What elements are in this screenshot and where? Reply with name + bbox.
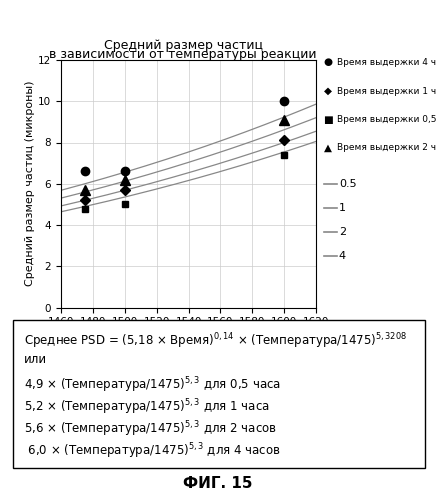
Text: ФИГ. 15: ФИГ. 15 (183, 476, 253, 491)
Text: Среднее PSD = (5,18 × Время)$^{0,14}$ × (Температура/1475)$^{5,3208}$: Среднее PSD = (5,18 × Время)$^{0,14}$ × … (24, 331, 407, 350)
Text: Время выдержки 4 ч: Время выдержки 4 ч (337, 58, 436, 67)
Y-axis label: Средний размер частиц (микроны): Средний размер частиц (микроны) (25, 81, 35, 286)
Text: или: или (24, 353, 47, 366)
Text: ▲: ▲ (324, 143, 331, 153)
Text: 4,9 × (Температура/1475)$^{5,3}$ для 0,5 часа: 4,9 × (Температура/1475)$^{5,3}$ для 0,5… (24, 375, 281, 394)
Text: 5,2 × (Температура/1475)$^{5,3}$ для 1 часа: 5,2 × (Температура/1475)$^{5,3}$ для 1 ч… (24, 397, 270, 416)
Text: 0.5: 0.5 (339, 179, 356, 189)
Text: 2: 2 (339, 227, 346, 237)
Text: в зависимости от температуры реакции: в зависимости от температуры реакции (49, 48, 317, 61)
X-axis label: Температура реакции (°С): Температура реакции (°С) (111, 333, 266, 343)
Text: ◆: ◆ (324, 86, 331, 96)
Text: 1: 1 (339, 203, 346, 213)
Text: Время выдержки 0,5 ч: Время выдержки 0,5 ч (337, 115, 436, 124)
Text: ●: ● (324, 58, 333, 68)
Text: 6,0 × (Температура/1475)$^{5,3}$ для 4 часов: 6,0 × (Температура/1475)$^{5,3}$ для 4 ч… (24, 441, 281, 460)
Text: Средний размер частиц: Средний размер частиц (104, 40, 262, 52)
Text: Время выдержки 1 ч: Время выдержки 1 ч (337, 86, 436, 96)
Text: 4: 4 (339, 251, 346, 261)
Text: ■: ■ (324, 114, 333, 124)
Text: 5,6 × (Температура/1475)$^{5,3}$ для 2 часов: 5,6 × (Температура/1475)$^{5,3}$ для 2 ч… (24, 419, 277, 438)
Text: Время выдержки 2 ч: Время выдержки 2 ч (337, 144, 436, 152)
